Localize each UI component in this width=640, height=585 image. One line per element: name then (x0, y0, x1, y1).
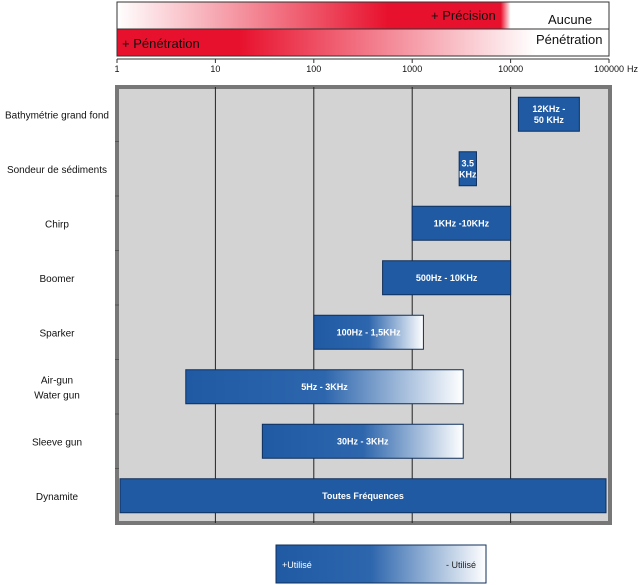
category-label-sondeur-de-s-diments: Sondeur de sédiments (7, 165, 107, 176)
category-label-dynamite: Dynamite (36, 492, 79, 503)
precision-band-bar (116, 1, 610, 30)
precision-band: + Précision Aucune (116, 1, 610, 30)
category-label-air-gun-water-gun: Air-gun (41, 375, 73, 386)
range-bar-label-sparker: 100Hz - 1,5KHz (337, 327, 402, 337)
legend: +Utilisé - Utilisé (275, 544, 487, 584)
range-bar-label-sondeur-de-s-diments: 3.5 (462, 158, 475, 168)
category-label-chirp: Chirp (45, 219, 69, 230)
category-label-air-gun-water-gun: Water gun (34, 390, 80, 401)
legend-right-label: - Utilisé (446, 560, 476, 570)
range-bar-label-dynamite: Toutes Fréquences (322, 491, 404, 501)
penetration-band: + Pénétration Pénétration (116, 28, 610, 57)
legend-left-label: +Utilisé (282, 560, 312, 570)
x-tick-label-1000: 1000 (402, 64, 422, 74)
x-unit-label: Hz (627, 64, 638, 74)
category-label-sleeve-gun: Sleeve gun (32, 437, 82, 448)
range-bar-label-air-gun-water-gun: 5Hz - 3KHz (301, 382, 348, 392)
range-bar-label-sleeve-gun: 30Hz - 3KHz (337, 436, 389, 446)
range-bar-sparker (313, 314, 424, 350)
x-tick-label-1: 1 (114, 64, 119, 74)
penetration-left-label: + Pénétration (122, 36, 200, 51)
range-bar-air-gun-water-gun (185, 369, 464, 405)
range-bar-label-chirp: 1KHz -10KHz (434, 218, 490, 228)
range-bar-sleeve-gun (261, 423, 464, 459)
range-bars: 12KHz -50 KHz 3.5KHz 1KHz -10KHz 500Hz - 10… (119, 96, 607, 514)
x-tick-label-10000: 10000 (498, 64, 523, 74)
x-tick-label-100000: 100000 (594, 64, 624, 74)
range-bar-label-sondeur-de-s-diments: KHz (459, 169, 477, 179)
category-labels: Bathymétrie grand fond Sondeur de sédimen… (5, 110, 109, 503)
range-bar-label-bathym-trie-grand-fond: 12KHz - (532, 104, 565, 114)
range-bar-sondeur-de-s-diments (458, 151, 477, 187)
range-bar-boomer (382, 260, 512, 296)
category-label-bathym-trie-grand-fond: Bathymétrie grand fond (5, 110, 109, 121)
range-bar-chirp (411, 205, 512, 241)
legend-gradient-bar (275, 544, 487, 584)
range-bar-bathym-trie-grand-fond (517, 96, 580, 132)
x-tick-label-100: 100 (306, 64, 321, 74)
category-label-sparker: Sparker (39, 328, 75, 339)
penetration-right-label: Pénétration (536, 32, 603, 47)
penetration-band-bar (116, 28, 610, 57)
category-label-boomer: Boomer (39, 274, 75, 285)
precision-right-label: Aucune (548, 12, 592, 27)
precision-left-label: + Précision (431, 8, 496, 23)
x-ticks: 1 10 100 1000 10000 100000 (114, 59, 624, 74)
range-bar-label-bathym-trie-grand-fond: 50 KHz (534, 115, 565, 125)
range-bar-label-boomer: 500Hz - 10KHz (416, 273, 478, 283)
range-bar-dynamite (119, 478, 607, 514)
x-tick-label-10: 10 (210, 64, 220, 74)
